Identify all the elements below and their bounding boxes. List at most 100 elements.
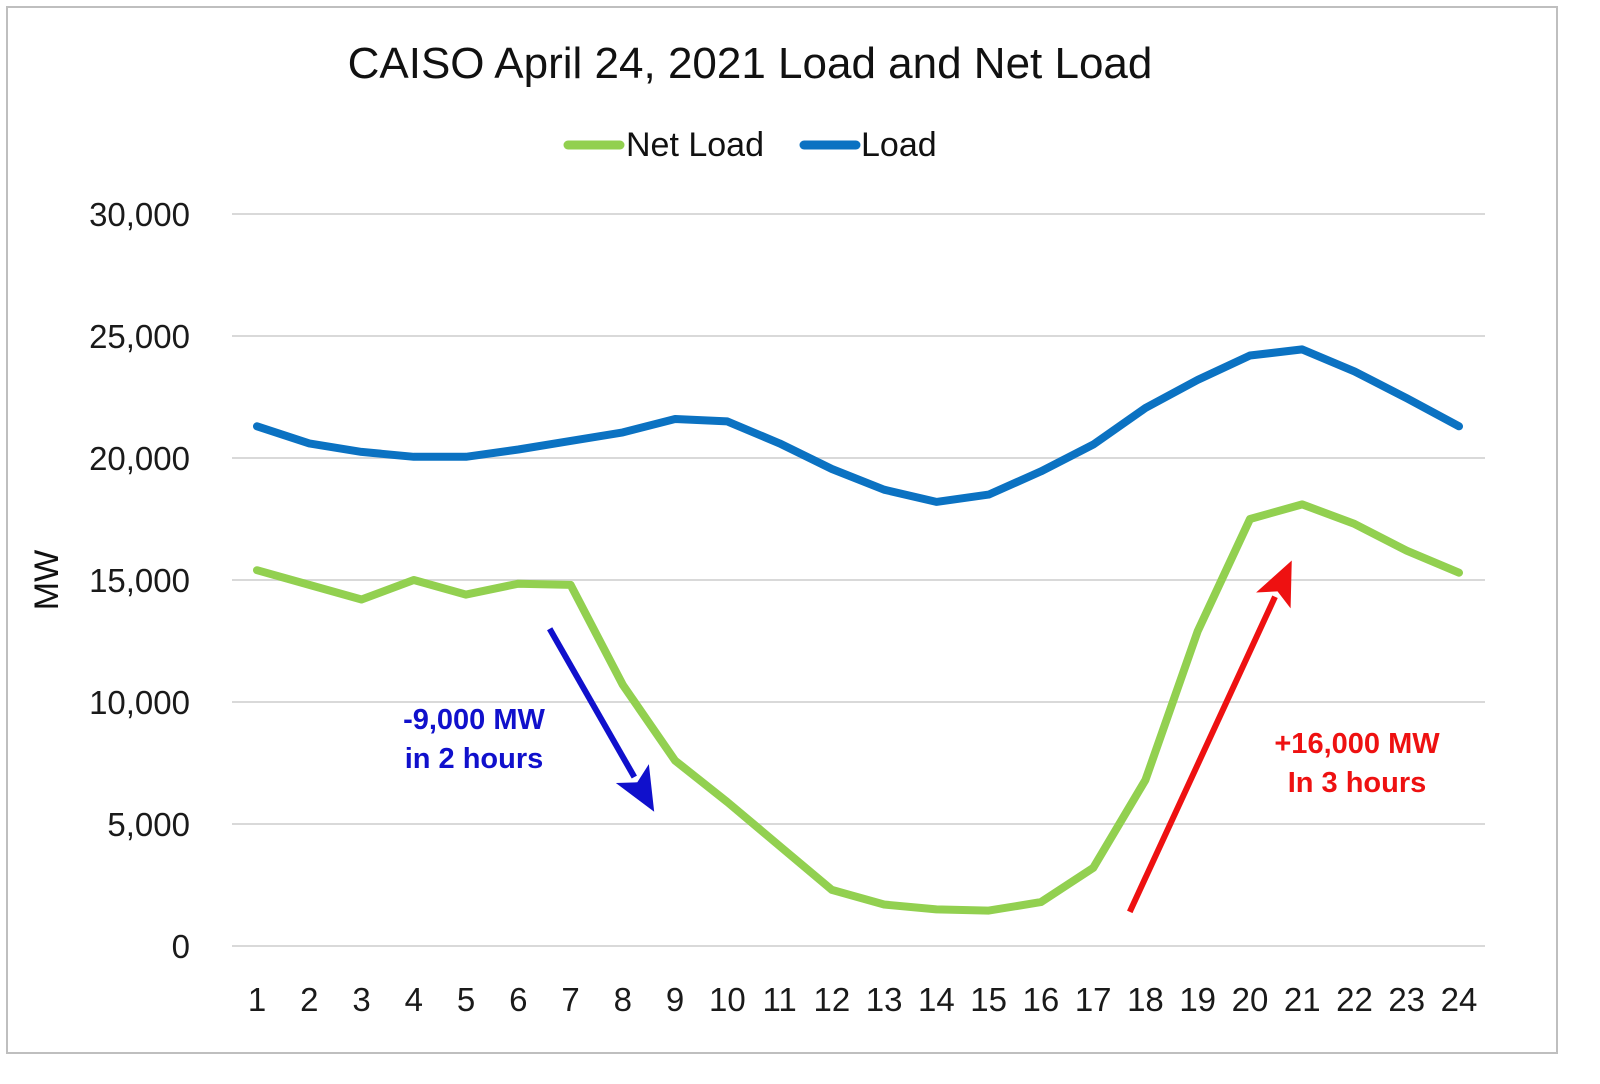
x-tick-label: 6 xyxy=(509,981,527,1018)
y-tick-label: 30,000 xyxy=(89,196,190,233)
y-tick-label: 5,000 xyxy=(107,806,190,843)
y-tick-label: 20,000 xyxy=(89,440,190,477)
chart-title: CAISO April 24, 2021 Load and Net Load xyxy=(348,39,1153,88)
annotation-arrow-shaft xyxy=(1127,595,1278,914)
data-point-load xyxy=(410,453,418,461)
data-point-load xyxy=(1141,404,1149,412)
x-axis-ticks: 1 2 3 4 5 6 7 8 9 10 11 12 13 14 15 16 17 18 19 20 21 22 23 24 xyxy=(248,981,1478,1018)
data-point-net-load xyxy=(776,842,784,850)
x-tick-label: 23 xyxy=(1388,981,1425,1018)
series-line-net-load xyxy=(253,500,1463,915)
data-point-load xyxy=(1350,367,1358,375)
x-tick-label: 5 xyxy=(457,981,475,1018)
y-axis-label: MW xyxy=(28,550,66,610)
x-tick-label: 22 xyxy=(1336,981,1373,1018)
data-point-load xyxy=(619,428,627,436)
series-lines xyxy=(253,345,1463,915)
data-point-load xyxy=(776,439,784,447)
x-tick-label: 7 xyxy=(561,981,579,1018)
data-point-load xyxy=(1298,345,1306,353)
data-point-load xyxy=(567,437,575,445)
data-point-load xyxy=(305,439,313,447)
annotation-label-line1: +16,000 MW xyxy=(1274,728,1440,760)
data-point-load xyxy=(1246,352,1254,360)
legend-label-net-load: Net Load xyxy=(626,126,764,164)
annotations: -9,000 MW in 2 hours +16,000 MW In 3 hours xyxy=(403,560,1440,914)
data-point-net-load xyxy=(1350,520,1358,528)
data-point-load xyxy=(1037,467,1045,475)
data-point-net-load xyxy=(1298,500,1306,508)
data-point-net-load xyxy=(828,886,836,894)
x-tick-label: 17 xyxy=(1075,981,1112,1018)
data-point-load xyxy=(985,491,993,499)
data-point-net-load xyxy=(932,905,940,913)
data-point-net-load xyxy=(1037,898,1045,906)
x-tick-label: 9 xyxy=(666,981,684,1018)
data-point-net-load xyxy=(985,907,993,915)
annotation-label-line2: In 3 hours xyxy=(1288,767,1427,799)
data-point-net-load xyxy=(410,576,418,584)
x-tick-label: 12 xyxy=(814,981,851,1018)
data-point-net-load xyxy=(1089,864,1097,872)
data-point-net-load xyxy=(1246,515,1254,523)
data-point-load xyxy=(828,465,836,473)
x-tick-label: 11 xyxy=(762,981,796,1018)
data-point-load xyxy=(880,486,888,494)
y-axis-ticks: 0 5,000 10,000 15,000 20,000 25,000 30,000 xyxy=(89,196,190,965)
x-tick-label: 19 xyxy=(1179,981,1216,1018)
x-tick-label: 20 xyxy=(1232,981,1269,1018)
legend: Net Load Load xyxy=(563,126,937,164)
x-tick-label: 15 xyxy=(970,981,1007,1018)
data-point-load xyxy=(462,453,470,461)
y-tick-label: 15,000 xyxy=(89,562,190,599)
chart-frame xyxy=(6,6,1558,1054)
data-point-net-load xyxy=(1141,776,1149,784)
x-tick-label: 21 xyxy=(1284,981,1321,1018)
annotation-arrow-head xyxy=(1256,560,1292,609)
data-point-net-load xyxy=(619,681,627,689)
data-point-net-load xyxy=(514,580,522,588)
x-tick-label: 18 xyxy=(1127,981,1164,1018)
x-tick-label: 4 xyxy=(405,981,423,1018)
data-point-load xyxy=(514,445,522,453)
data-point-net-load xyxy=(253,566,261,574)
data-point-load xyxy=(253,422,261,430)
x-tick-label: 14 xyxy=(918,981,955,1018)
data-point-net-load xyxy=(462,591,470,599)
data-point-net-load xyxy=(1455,569,1463,577)
data-point-load xyxy=(1194,376,1202,384)
data-point-net-load xyxy=(723,798,731,806)
data-point-load xyxy=(723,417,731,425)
data-point-load xyxy=(671,415,679,423)
y-tick-label: 0 xyxy=(172,928,190,965)
x-tick-label: 16 xyxy=(1023,981,1060,1018)
x-tick-label: 8 xyxy=(614,981,632,1018)
data-point-net-load xyxy=(358,596,366,604)
data-point-net-load xyxy=(567,581,575,589)
data-point-net-load xyxy=(671,757,679,765)
data-point-net-load xyxy=(1194,627,1202,635)
y-tick-label: 25,000 xyxy=(89,318,190,355)
legend-label-load: Load xyxy=(861,126,937,164)
x-tick-label: 13 xyxy=(866,981,903,1018)
data-point-load xyxy=(1403,394,1411,402)
x-tick-label: 24 xyxy=(1441,981,1478,1018)
x-tick-label: 3 xyxy=(352,981,370,1018)
x-tick-label: 10 xyxy=(709,981,746,1018)
annotation-arrow-head xyxy=(615,764,655,812)
series-line-load xyxy=(253,345,1463,506)
x-tick-label: 1 xyxy=(248,981,266,1018)
data-point-load xyxy=(1089,441,1097,449)
annotation-label-line2: in 2 hours xyxy=(405,743,544,775)
data-point-load xyxy=(358,448,366,456)
data-point-net-load xyxy=(880,901,888,909)
y-tick-label: 10,000 xyxy=(89,684,190,721)
data-point-net-load xyxy=(1403,547,1411,555)
annotation-label-line1: -9,000 MW xyxy=(403,704,545,736)
annotation-arrow-shaft xyxy=(547,627,637,779)
x-tick-label: 2 xyxy=(300,981,318,1018)
data-point-load xyxy=(932,498,940,506)
data-point-net-load xyxy=(305,581,313,589)
data-point-load xyxy=(1455,422,1463,430)
